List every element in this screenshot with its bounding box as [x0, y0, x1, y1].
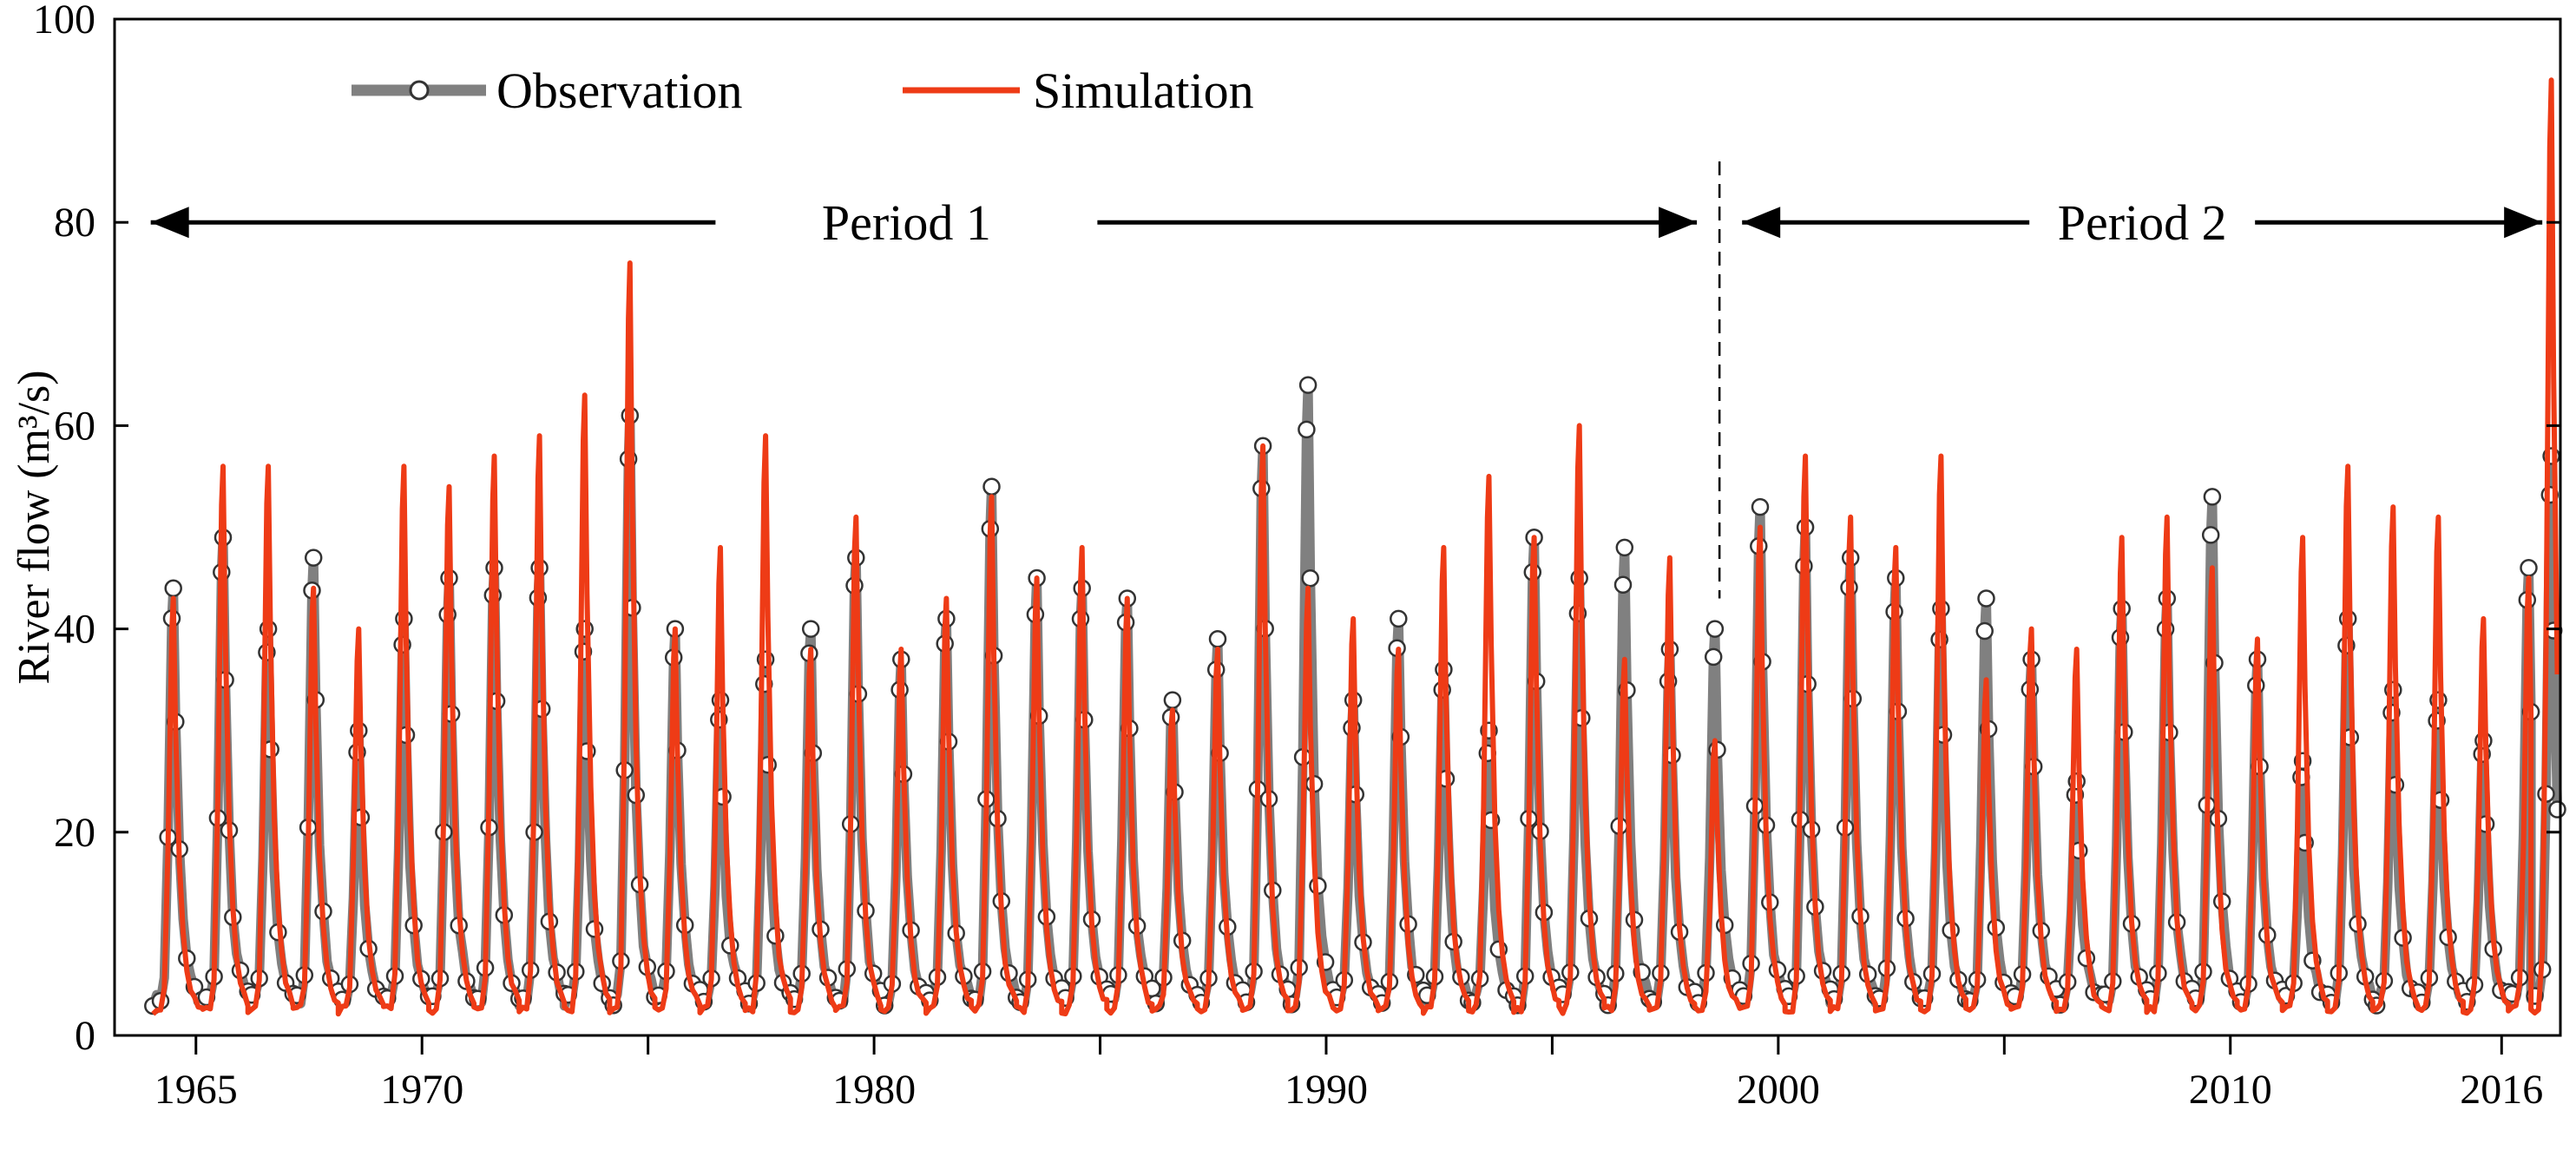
series-group	[144, 77, 2566, 1017]
plot-frame	[113, 17, 2562, 1037]
observation-point	[2520, 559, 2538, 577]
y-tick-label: 80	[54, 200, 95, 246]
observation-point	[1705, 620, 1725, 638]
period-arrowhead	[150, 207, 189, 239]
observation-point	[164, 579, 182, 598]
x-tick-label: 1965	[154, 1067, 238, 1113]
y-tick-label: 0	[75, 1013, 95, 1059]
legend-simulation-label: Simulation	[1033, 62, 1254, 119]
observation-point	[304, 549, 323, 567]
y-axis-title: River flow (m³/s)	[10, 370, 59, 684]
observation-point	[1977, 589, 1995, 608]
observation-point	[1975, 621, 1994, 641]
period-1-label: Period 1	[822, 194, 991, 251]
y-tick-label: 100	[33, 0, 95, 43]
observation-point	[2203, 488, 2222, 506]
observation-point	[1301, 568, 1319, 588]
observation-point	[1613, 575, 1633, 595]
y-tick-label: 20	[54, 810, 95, 856]
simulation-series-line	[151, 77, 2560, 1017]
observation-point	[1298, 420, 1316, 439]
x-tick-label: 2016	[2460, 1067, 2543, 1113]
observation-point	[1208, 630, 1227, 648]
observation-point	[1298, 376, 1318, 394]
period-2-label: Period 2	[2058, 194, 2227, 251]
annotation-layer: Period 1 Period 2	[150, 161, 2543, 599]
observation-point	[1751, 497, 1770, 516]
series-layer	[144, 77, 2566, 1017]
y-tick-label: 60	[54, 403, 95, 449]
period-arrowhead	[1742, 207, 1781, 239]
period-arrowhead	[2504, 207, 2543, 239]
y-tick-label: 40	[54, 607, 95, 653]
x-tick-label: 1970	[380, 1067, 463, 1113]
observation-point	[982, 477, 1001, 496]
x-tick-label: 1990	[1285, 1067, 1368, 1113]
x-tick-label: 2010	[2189, 1067, 2272, 1113]
legend: Observation Simulation	[352, 62, 1254, 119]
period-arrows	[150, 207, 2543, 239]
x-tick-label: 1980	[832, 1067, 916, 1113]
observation-point	[1615, 538, 1634, 557]
observation-point	[2548, 800, 2566, 818]
axes-layer: 0 20 40 60 80 100 1965 1970 1980 1990 2000 2010 2016	[33, 0, 2562, 1113]
legend-observation-marker	[409, 80, 430, 101]
observation-point	[1390, 609, 1408, 628]
legend-observation-label: Observation	[496, 62, 743, 119]
observation-point	[2201, 526, 2220, 544]
observation-point	[1163, 691, 1182, 709]
period-arrowhead	[1659, 207, 1698, 239]
x-tick-label: 2000	[1737, 1067, 1820, 1113]
observation-point	[801, 620, 820, 638]
observation-point	[1704, 647, 1723, 667]
